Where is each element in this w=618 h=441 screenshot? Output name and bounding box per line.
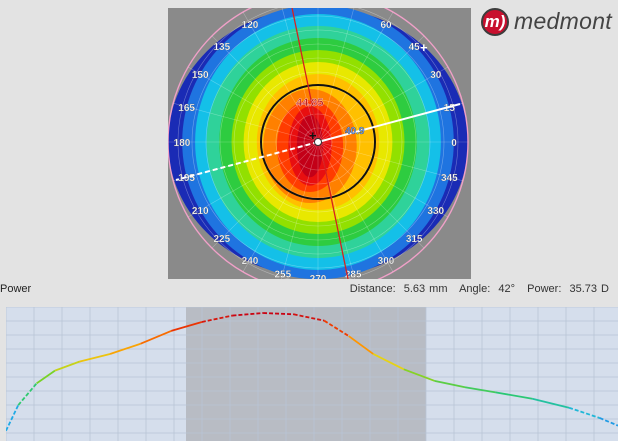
radial-line — [187, 141, 319, 218]
profile-meridian-solid — [317, 103, 461, 143]
angle-label: 240 — [242, 256, 259, 267]
medmont-logo: m) medmont — [478, 6, 618, 38]
grid-ring — [191, 15, 445, 269]
radial-line — [317, 141, 425, 249]
grid-ring — [219, 43, 417, 241]
angle-label: 150 — [192, 70, 209, 81]
angle-label: 0 — [451, 138, 457, 149]
grid-ring — [275, 99, 361, 185]
crosshair-icon: + — [420, 40, 428, 55]
distance-value: 5.63 mm — [403, 283, 448, 295]
profile-segment — [372, 353, 405, 371]
radial-line — [317, 141, 394, 273]
angle-label: 300 — [378, 256, 395, 267]
profile-segment — [140, 330, 172, 345]
power-profile-plot[interactable] — [6, 307, 618, 441]
radial-line — [317, 8, 355, 143]
profile-segment — [170, 321, 203, 332]
map-center-marker — [314, 138, 322, 146]
angle-label: 330 — [427, 206, 444, 217]
distance-label: Distance: — [349, 283, 396, 295]
profile-segment — [17, 382, 38, 406]
power-value: 35.73 D — [569, 283, 609, 295]
grid-ring — [247, 71, 389, 213]
radial-line — [211, 141, 319, 249]
angle-value: 42° — [498, 283, 515, 295]
pupil-center-cross-icon: + — [309, 128, 317, 143]
angle-label: 285 — [345, 269, 362, 279]
status-bar: Power Distance: 5.63 mm Angle: 42° Power… — [0, 280, 618, 300]
corneal-topography-map[interactable]: 1201351501651801952102252402552702853003… — [168, 8, 471, 279]
profile-segment — [201, 314, 233, 323]
profile-segment — [403, 368, 435, 382]
angle-label: 255 — [274, 269, 291, 279]
angle-label: 180 — [174, 138, 191, 149]
profile-segment — [434, 379, 466, 389]
grid-ring — [177, 8, 459, 279]
profile-segment — [464, 386, 496, 394]
angle-scale: 1201351501651801952102252402552702853003… — [174, 20, 459, 279]
profile-segment — [109, 342, 141, 355]
radial-line — [280, 141, 319, 279]
angle-label: Angle: — [459, 283, 491, 295]
radial-line — [317, 141, 449, 218]
angle-label: 15 — [444, 103, 456, 114]
power-label: Power: — [527, 283, 562, 295]
profile-curve — [6, 312, 618, 432]
profile-segment — [532, 397, 570, 409]
profile-segment — [323, 319, 350, 337]
medmont-logo-text: medmont — [514, 8, 612, 34]
cursor-readout: Distance: 5.63 mm Angle: 42° Power: 35.7… — [350, 283, 609, 295]
pupil-circle — [260, 84, 376, 200]
profile-segment — [263, 312, 294, 316]
power-bands — [168, 8, 469, 279]
profile-segment — [495, 391, 533, 400]
profile-meridian-dashed — [175, 141, 319, 181]
angle-label: 165 — [178, 103, 195, 114]
radial-line — [242, 141, 319, 273]
radial-line — [187, 66, 319, 143]
angle-label: 315 — [406, 234, 423, 245]
angle-label: 270 — [310, 274, 327, 279]
angle-label: 135 — [213, 42, 230, 53]
grid-ring — [289, 113, 347, 171]
cursor-power-value: 40.9 — [345, 126, 365, 137]
radial-line — [317, 35, 425, 143]
medmont-logo-mark: m) — [481, 8, 509, 36]
profile-segment — [54, 360, 80, 372]
profile-segment — [348, 335, 374, 355]
apex-power-value: 44.85 — [296, 97, 324, 109]
angle-label: 45 — [409, 42, 421, 53]
radial-line — [211, 35, 319, 143]
angle-label: 120 — [242, 20, 259, 31]
power-band — [296, 114, 324, 178]
angle-label: 195 — [178, 173, 195, 184]
outer-ring — [168, 8, 469, 279]
angle-label: 225 — [213, 234, 230, 245]
grid-ring — [303, 127, 333, 157]
grid-ring — [233, 57, 403, 227]
profile-segment — [568, 406, 600, 419]
profile-segment — [293, 313, 325, 322]
grid-ring — [205, 29, 431, 255]
profile-segment — [6, 404, 20, 432]
profile-segment — [36, 369, 56, 385]
pupil-zone-band — [186, 307, 426, 441]
angle-label: 345 — [441, 173, 458, 184]
radial-line — [317, 66, 449, 143]
profile-segment — [232, 312, 264, 317]
profile-segment — [599, 417, 618, 427]
radial-line — [317, 141, 463, 182]
radial-line — [281, 8, 319, 143]
radial-line — [317, 11, 394, 143]
radial-line — [242, 11, 319, 143]
profile-grid — [6, 307, 618, 441]
panel-label: Power — [0, 283, 32, 295]
radial-line — [173, 102, 319, 143]
profile-segment — [79, 353, 111, 363]
angle-label: 60 — [380, 20, 392, 31]
angle-label: 210 — [192, 206, 209, 217]
angle-label: 30 — [430, 70, 442, 81]
